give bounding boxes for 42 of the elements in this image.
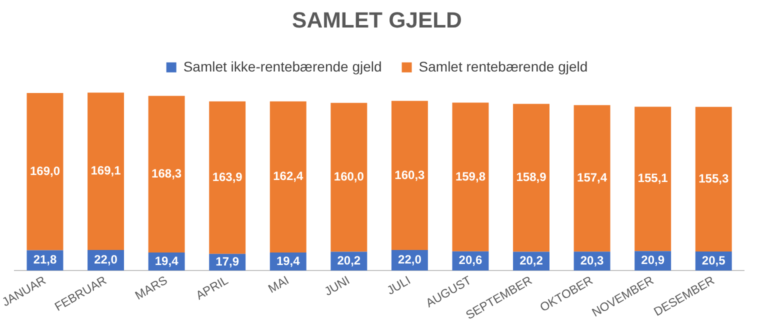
data-label: 20,5 (702, 253, 726, 268)
data-label: 20,3 (580, 253, 604, 268)
bar (26, 92, 64, 250)
data-label: 20,9 (641, 253, 665, 268)
bar (270, 101, 306, 252)
data-label: 20,6 (458, 253, 482, 268)
bar (513, 104, 550, 252)
data-label: 20,2 (337, 253, 361, 268)
data-label: 17,9 (216, 254, 240, 269)
data-label: 168,3 (152, 166, 182, 180)
data-label: 22,0 (94, 252, 118, 267)
bar (452, 102, 489, 252)
data-label: 19,4 (154, 254, 179, 268)
x-tick-label: MAI (266, 273, 292, 296)
data-label: 169,1 (90, 164, 122, 178)
data-label: 21,8 (33, 252, 57, 267)
data-label: 157,4 (577, 170, 608, 185)
x-tick-label: JULI (384, 273, 413, 298)
data-label: 160,0 (334, 170, 364, 184)
data-label: 162,4 (273, 169, 304, 184)
bar (209, 101, 246, 254)
data-label: 169,0 (30, 164, 60, 178)
bar (574, 105, 610, 252)
data-label: 155,3 (698, 171, 729, 186)
bar (391, 100, 428, 250)
chart-title: SAMLET GJELD (292, 7, 462, 32)
data-label: 163,9 (212, 170, 243, 184)
bar (634, 106, 672, 252)
data-label: 22,0 (398, 252, 422, 267)
data-label: 19,4 (276, 254, 300, 268)
data-label: 159,8 (455, 169, 486, 184)
data-label: 160,3 (394, 168, 426, 182)
data-label: 155,1 (638, 171, 668, 186)
bar (88, 92, 124, 250)
legend-label: Samlet ikke-rentebærende gjeld (183, 58, 382, 74)
x-tick-label: JUNI (322, 273, 352, 299)
data-label: 20,2 (520, 253, 544, 268)
legend-label: Samlet rentebærende gjeld (418, 58, 588, 74)
bar (330, 102, 368, 252)
bar (148, 96, 185, 252)
data-label: 158,9 (516, 170, 547, 184)
bar (695, 106, 732, 252)
